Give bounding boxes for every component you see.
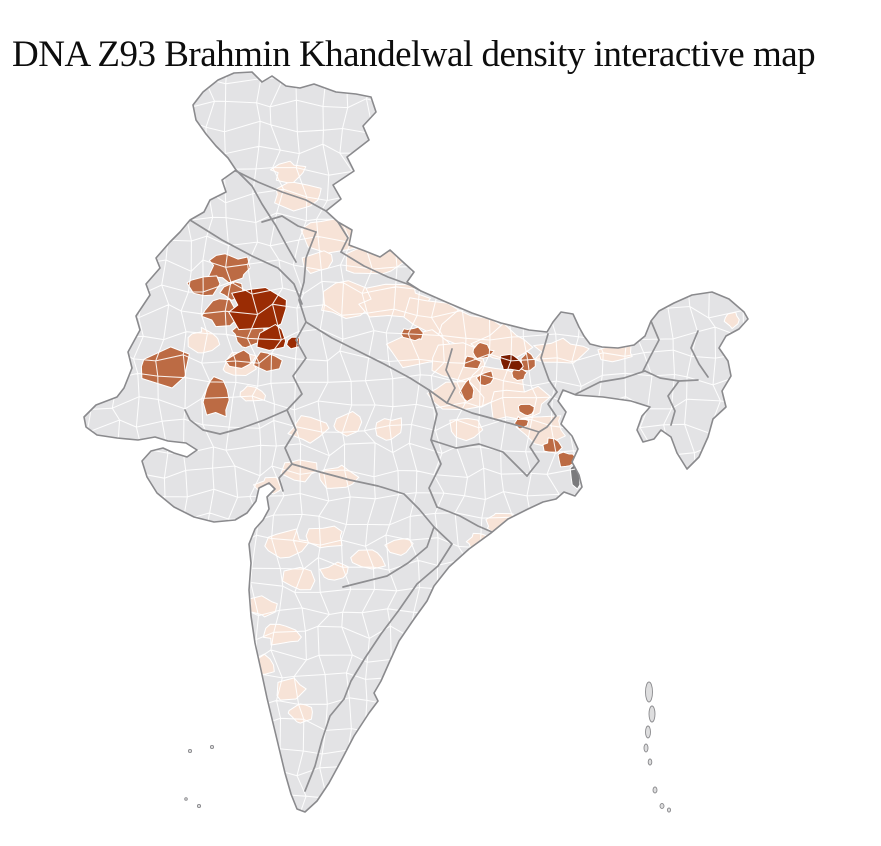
district-medium[interactable] <box>463 355 482 370</box>
india-outer-border <box>83 71 749 813</box>
district-low[interactable] <box>287 703 313 724</box>
district-highest[interactable] <box>499 353 524 372</box>
district-low[interactable] <box>350 549 386 570</box>
district-low[interactable] <box>533 337 590 364</box>
district-low[interactable] <box>449 417 484 442</box>
district-low[interactable] <box>333 411 363 437</box>
page-title: DNA Z93 Brahmin Khandelwal density inter… <box>12 33 816 75</box>
district-medium[interactable] <box>202 376 230 418</box>
district-medium[interactable] <box>557 451 577 468</box>
district-medium[interactable] <box>517 403 535 417</box>
district-medium[interactable] <box>511 368 528 381</box>
district-medium[interactable] <box>208 253 251 284</box>
state-borders <box>184 161 709 792</box>
district-low[interactable] <box>264 528 311 559</box>
lakshadweep-islands[interactable] <box>184 744 215 809</box>
district-low[interactable] <box>300 216 371 254</box>
andaman-nicobar-islands[interactable] <box>643 681 672 813</box>
district-low[interactable] <box>723 311 740 330</box>
india-landmass[interactable] <box>84 72 748 812</box>
district-medium[interactable] <box>224 349 252 369</box>
